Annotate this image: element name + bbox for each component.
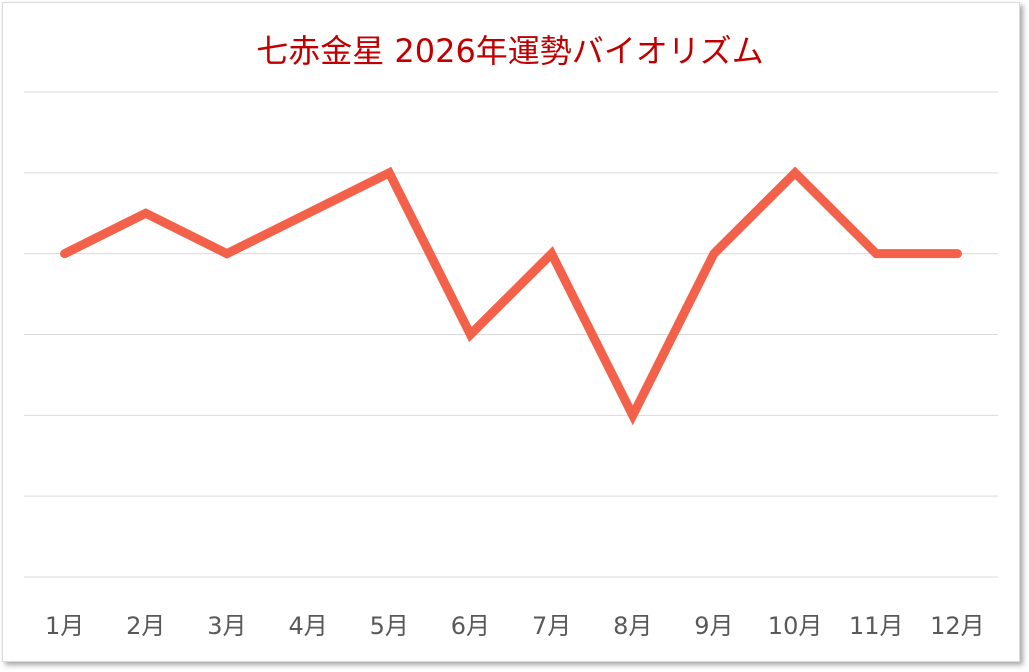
x-tick-label: 10月 (768, 612, 823, 640)
x-tick-label: 2月 (126, 612, 165, 640)
x-tick-label: 9月 (694, 612, 733, 640)
x-tick-label: 3月 (207, 612, 246, 640)
x-tick-label: 7月 (532, 612, 571, 640)
x-tick-label: 12月 (930, 612, 985, 640)
x-tick-label: 8月 (613, 612, 652, 640)
x-tick-label: 6月 (451, 612, 490, 640)
series-line (60, 166, 962, 426)
x-tick-label: 1月 (45, 612, 84, 640)
x-tick-label: 11月 (849, 612, 904, 640)
chart-area (2, 2, 1020, 662)
chart-title: 七赤金星 2026年運勢バイオリズム (256, 32, 764, 70)
x-tick-label: 4月 (288, 612, 327, 640)
x-tick-label: 5月 (370, 612, 409, 640)
